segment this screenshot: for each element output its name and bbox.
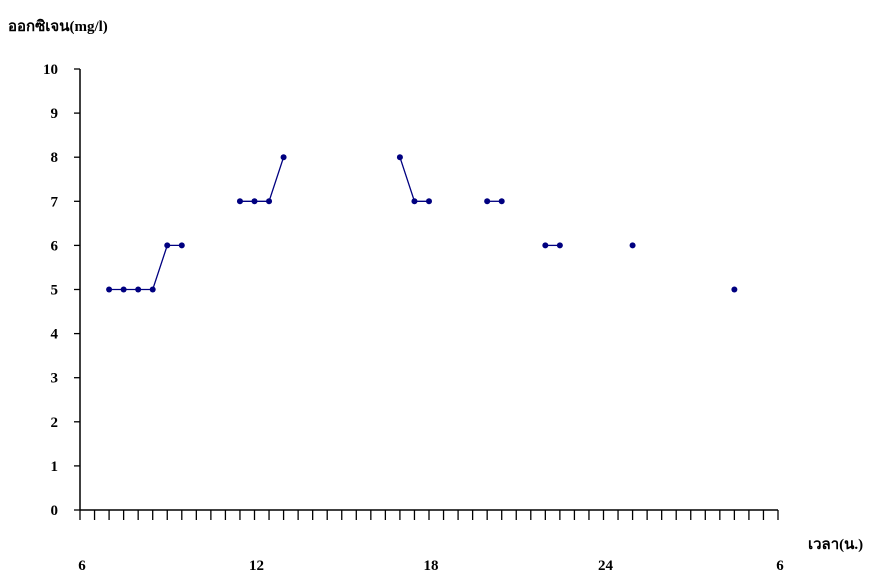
y-tick-label: 5 bbox=[51, 283, 59, 299]
data-point bbox=[396, 154, 403, 161]
y-tick-label: 1 bbox=[51, 459, 59, 475]
y-tick-label: 7 bbox=[51, 194, 59, 210]
data-point bbox=[629, 242, 636, 249]
data-point bbox=[251, 198, 258, 205]
data-point bbox=[120, 286, 127, 293]
data-point bbox=[411, 198, 418, 205]
data-point bbox=[266, 198, 273, 205]
data-point bbox=[135, 286, 142, 293]
y-tick-label: 10 bbox=[43, 62, 58, 78]
y-tick-label: 0 bbox=[51, 503, 59, 519]
data-point bbox=[236, 198, 243, 205]
y-tick-label: 6 bbox=[51, 238, 59, 254]
series-line bbox=[399, 156, 429, 202]
x-tick-label: 24 bbox=[598, 558, 614, 574]
x-tick-label: 12 bbox=[249, 558, 264, 574]
data-point bbox=[498, 198, 505, 205]
y-tick-label: 8 bbox=[51, 150, 59, 166]
y-tick-label: 3 bbox=[51, 371, 59, 387]
y-axis-label: ออกซิเจน(mg/l) bbox=[8, 17, 108, 35]
data-point bbox=[178, 242, 185, 249]
data-point bbox=[149, 286, 156, 293]
data-point bbox=[542, 242, 549, 249]
data-point bbox=[484, 198, 491, 205]
x-axis-label: เวลา(น.) bbox=[808, 537, 863, 553]
data-point bbox=[164, 242, 171, 249]
x-tick-label: 6 bbox=[78, 558, 86, 574]
y-tick-label: 4 bbox=[51, 327, 59, 343]
data-point bbox=[556, 242, 563, 249]
data-point bbox=[426, 198, 432, 205]
y-tick-label: 2 bbox=[51, 415, 59, 431]
series-oxygen bbox=[106, 154, 738, 293]
series-line bbox=[239, 156, 285, 202]
x-tick-label: 18 bbox=[424, 558, 439, 574]
data-point bbox=[280, 154, 287, 161]
data-point bbox=[731, 286, 738, 293]
data-point bbox=[106, 286, 113, 293]
y-tick-label: 9 bbox=[51, 106, 59, 122]
x-tick-label: 6 bbox=[776, 558, 784, 574]
series-line bbox=[109, 244, 182, 291]
